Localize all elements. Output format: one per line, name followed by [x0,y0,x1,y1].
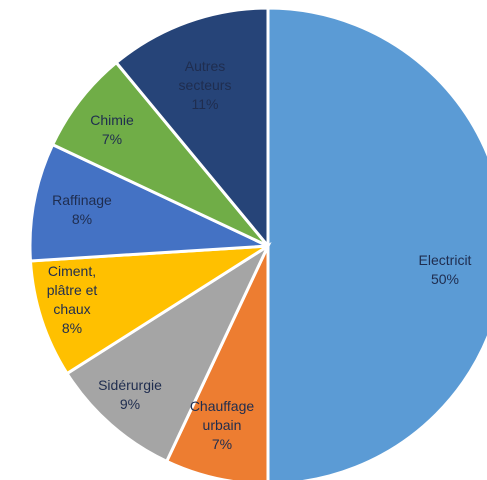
label-box: Sidérurgie 9% [85,335,175,455]
label-box: Chimie 7% [77,70,147,190]
value-label: 9% [119,396,141,412]
category-label: Ciment, plâtre et chaux [46,263,98,317]
value-label: 8% [71,211,93,227]
value-label: 50% [430,271,460,287]
pie-slice [28,244,269,376]
slice-label: Chimie 7% [77,70,147,190]
label-box: Electricit 50% [405,210,485,330]
category-label: Autres secteurs [178,57,232,93]
value-label: 8% [61,320,83,336]
label-box: Chauffage urbain 7% [182,365,262,480]
slice-label: Autres secteurs 11% [168,25,243,145]
slice-label: Electricit 50% [405,210,485,330]
pie-slice [266,6,487,480]
value-label: 7% [211,435,233,452]
slice-label: Ciment, plâtre et chaux 8% [35,240,110,360]
category-label: Sidérurgie [98,377,162,393]
label-box: Raffinage 8% [42,150,122,270]
value-label: 11% [191,95,219,112]
slice-label: Chauffage urbain 7% [182,365,262,480]
slice-label: Raffinage 8% [42,150,122,270]
category-label: Chauffage urbain [189,397,255,433]
category-label: Chimie [90,112,134,128]
label-box: Ciment, plâtre et chaux 8% [35,240,110,360]
value-label: 7% [101,131,123,147]
category-label: Raffinage [52,192,112,208]
slice-label: Sidérurgie 9% [85,335,175,455]
pie-slice [28,142,269,263]
label-box: Autres secteurs 11% [168,25,243,145]
pie-slice [164,245,270,480]
pie-slice [114,6,270,251]
pie-slice [64,241,272,464]
pie-slice [50,60,270,248]
category-label: Electricit [418,252,472,268]
